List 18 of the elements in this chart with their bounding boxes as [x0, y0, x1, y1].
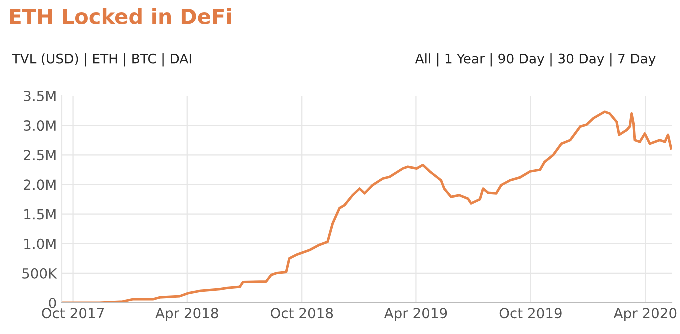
y-tick-label: 0 — [49, 298, 56, 308]
y-tick-label: 3.0M — [24, 120, 56, 132]
y-tick-label: 3.5M — [24, 90, 56, 102]
x-tick-label: Oct 2019 — [500, 308, 562, 319]
y-tick-label: 2.0M — [24, 180, 56, 190]
text: All | 1 Year | 90 Day | 30 Day | 7 Day — [415, 54, 656, 67]
text: TVL (USD) | ETH | BTC | DAI — [12, 54, 192, 67]
y-tick-label: 1.5M — [24, 209, 56, 220]
x-tick-label: Oct 2017 — [42, 308, 104, 319]
y-tick-label: 1.0M — [24, 238, 56, 250]
line-series — [62, 110, 672, 303]
x-tick-label: Apr 2020 — [614, 308, 677, 322]
y-tick-label: 2.5M — [24, 150, 56, 161]
x-tick-label: Apr 2019 — [384, 308, 448, 322]
x-tick-label: Apr 2018 — [156, 308, 218, 322]
chart-title: ETH Locked in DeFi — [10, 8, 232, 24]
y-tick-label: 500K — [22, 268, 58, 279]
x-tick-label: Oct 2018 — [271, 308, 334, 319]
